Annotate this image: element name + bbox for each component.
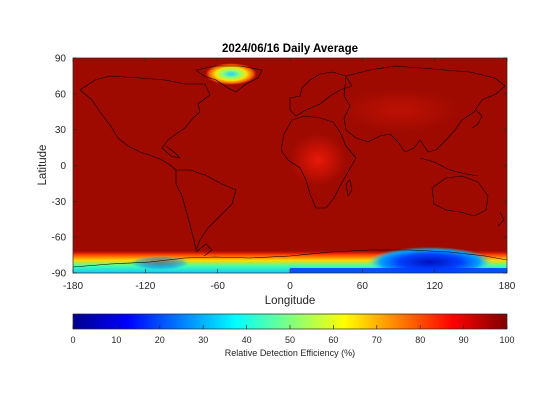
y-tick-label: -90 [52,269,67,280]
colorbar-tick-label: 50 [285,335,295,345]
heatmap-layer [73,58,507,273]
coastline-japan [471,109,483,129]
heatmap-greenland-hole [205,63,257,85]
colorbar-tick-label: 80 [415,335,425,345]
heatmap-eurasia-glow [340,88,460,132]
coastline-new-zealand [497,211,505,227]
coastline-africa [280,115,357,209]
x-tick-label: -180 [63,281,83,292]
colorbar-tick-label: 10 [111,335,121,345]
coastline-us-west [79,89,177,171]
y-tick-label: -60 [52,233,67,244]
y-tick-label: 60 [55,89,67,100]
x-tick-label: 180 [499,281,516,292]
colorbar-tick-label: 100 [499,335,514,345]
coastline-antarctica [73,249,507,268]
coastline-australia [431,175,489,217]
colorbar-ticks: 0 10 20 30 40 50 60 70 80 90 100 [70,325,515,345]
x-tick-label: 60 [357,281,369,292]
coastline-south-america [175,169,237,251]
coastlines [73,65,507,268]
heatmap-antarctic-base [290,268,507,273]
heatmap-west-antarctic [130,256,190,270]
heatmap-africa-glow [290,134,346,186]
y-tick-label: 90 [55,54,67,65]
y-tick-label: -30 [52,197,67,208]
coastline-antarctic-peninsula [195,243,213,257]
x-tick-label: 120 [426,281,443,292]
coastline-greenland [195,65,263,93]
chart-title: 2024/06/16 Daily Average [222,43,358,55]
colorbar-tick-label: 30 [198,335,208,345]
colorbar-tick-label: 0 [70,335,75,345]
x-tick-label: -120 [135,281,155,292]
y-tick-label: 30 [55,125,67,136]
coastline-madagascar [345,179,353,197]
colorbar-tick-label: 60 [328,335,338,345]
heatmap-background [73,58,507,273]
colorbar-label: Relative Detection Efficiency (%) [225,348,355,358]
x-tick-label: 0 [287,281,293,292]
x-axis-label: Longitude [265,295,316,307]
x-tick-label: -60 [210,281,225,292]
coastline-indonesia [419,157,479,177]
y-axis-label: Latitude [37,145,49,186]
colorbar-tick-label: 40 [242,335,252,345]
coastline-north-america [79,75,211,159]
y-tick-label: 0 [60,161,66,172]
colorbar-tick-label: 20 [155,335,165,345]
y-axis-ticks: 90 60 30 0 -30 -60 -90 [52,54,507,280]
colorbar-tick-label: 90 [459,335,469,345]
x-axis-ticks: -180 -120 -60 0 60 120 180 [63,58,516,292]
colorbar-tick-label: 70 [372,335,382,345]
coastline-asia [343,65,506,153]
coastline-europe [289,71,353,117]
